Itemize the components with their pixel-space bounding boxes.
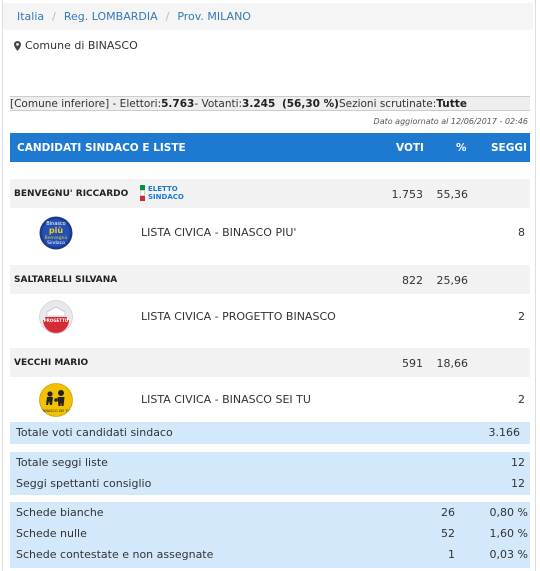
svg-text:Binasco: Binasco: [46, 221, 65, 227]
schede-perc: 0,03 %: [489, 548, 528, 561]
list-row: BINASCO SEI TU LISTA CIVICA - BINASCO SE…: [10, 375, 530, 425]
totale-voti-row: Totale voti candidati sindaco 3.166: [10, 422, 530, 443]
svg-text:Benvegnù: Benvegnù: [45, 234, 68, 241]
candidate-perc: 25,96: [436, 274, 469, 287]
schede-value: 52: [441, 527, 455, 540]
schede-label: Schede bianche: [16, 506, 104, 519]
list-name: LISTA CIVICA - BINASCO PIU': [141, 226, 297, 239]
sezioni-value: Tutte: [436, 97, 467, 110]
schede-box: Schede bianche 26 0,80 % Schede nulle 52…: [10, 502, 530, 568]
header-seggi: SEGGI: [491, 142, 527, 154]
votanti-value: 3.245: [242, 97, 276, 110]
schede-row: Schede contestate e non assegnate 1 0,03…: [10, 544, 530, 565]
elettori-value: 5.763: [161, 97, 195, 110]
progetto-binasco-logo-icon: PROGETTO: [39, 300, 73, 334]
schede-perc: 1,60 %: [489, 527, 528, 540]
sindaco-label: SINDACO: [148, 193, 184, 201]
header-perc: %: [456, 142, 467, 154]
map-marker-icon: [14, 40, 21, 51]
list-seggi: 8: [518, 226, 525, 239]
schede-row: Schede bianche 26 0,80 %: [10, 502, 530, 523]
seggi-box: Totale seggi liste 12 Seggi spettanti co…: [10, 452, 530, 495]
breadcrumb-separator: /: [52, 10, 56, 23]
schede-label: Schede nulle: [16, 527, 87, 540]
header-voti: VOTI: [396, 142, 424, 154]
svg-text:PROGETTO: PROGETTO: [44, 318, 69, 323]
totale-voti-label: Totale voti candidati sindaco: [16, 426, 173, 439]
votanti-percent: (56,30 %): [281, 97, 339, 110]
binasco-piu-logo-icon: Binasco più Benvegnù Sindaco: [39, 216, 73, 250]
svg-text:Sindaco: Sindaco: [47, 240, 65, 246]
table-header: CANDIDATI SINDACO E LISTE VOTI % SEGGI: [10, 133, 530, 162]
totale-voti-box: Totale voti candidati sindaco 3.166: [10, 422, 530, 444]
candidate-row: BENVEGNU' RICCARDO ELETTO SINDACO 1.753 …: [10, 179, 530, 208]
list-name: LISTA CIVICA - BINASCO SEI TU: [141, 393, 311, 406]
candidate-voti: 1.753: [391, 188, 424, 201]
schede-value: 1: [448, 548, 455, 561]
seggi-value: 12: [511, 477, 525, 490]
seggi-row: Totale seggi liste 12: [10, 452, 530, 473]
seggi-label: Seggi spettanti consiglio: [16, 477, 152, 490]
candidate-perc: 55,36: [436, 188, 469, 201]
breadcrumb-regione[interactable]: Reg. LOMBARDIA: [63, 10, 158, 23]
summary-bar: [Comune inferiore] - Elettori: 5.763 - V…: [10, 96, 530, 111]
eletto-label: ELETTO: [148, 185, 178, 193]
candidate-voti: 822: [402, 274, 423, 287]
seggi-value: 12: [511, 456, 525, 469]
candidate-voti: 591: [402, 357, 423, 370]
breadcrumb: Italia / Reg. LOMBARDIA / Prov. MILANO: [3, 3, 533, 30]
breadcrumb-provincia[interactable]: Prov. MILANO: [177, 10, 251, 23]
comune-title: Comune di BINASCO: [14, 39, 138, 52]
schede-row: Schede nulle 52 1,60 %: [10, 523, 530, 544]
seggi-row: Seggi spettanti consiglio 12: [10, 473, 530, 494]
schede-perc: 0,80 %: [489, 506, 528, 519]
schede-label: Schede contestate e non assegnate: [16, 548, 214, 561]
seggi-label: Totale seggi liste: [16, 456, 108, 469]
list-name: LISTA CIVICA - PROGETTO BINASCO: [141, 310, 336, 323]
votanti-label: - Votanti:: [194, 97, 243, 110]
italian-flag-icon: [140, 185, 145, 202]
totale-voti-value: 3.166: [488, 426, 521, 439]
eletto-sindaco-badge: ELETTO SINDACO: [140, 185, 184, 202]
schede-value: 26: [441, 506, 455, 519]
svg-text:più: più: [49, 226, 63, 235]
list-row: Binasco più Benvegnù Sindaco LISTA CIVIC…: [10, 208, 530, 258]
candidate-row: VECCHI MARIO 591 18,66: [10, 348, 530, 377]
candidate-name: VECCHI MARIO: [14, 358, 89, 368]
binasco-sei-tu-logo-icon: BINASCO SEI TU: [39, 383, 73, 417]
sezioni-label: Sezioni scrutinate:: [338, 97, 437, 110]
candidate-perc: 18,66: [436, 357, 469, 370]
candidate-name: BENVEGNU' RICCARDO: [14, 189, 129, 199]
update-timestamp: Dato aggiornato al 12/06/2017 - 02:46: [373, 117, 528, 126]
list-row: PROGETTO LISTA CIVICA - PROGETTO BINASCO…: [10, 292, 530, 342]
summary-prefix: [Comune inferiore] - Elettori:: [10, 97, 162, 110]
list-seggi: 2: [518, 393, 525, 406]
header-candidati: CANDIDATI SINDACO E LISTE: [17, 142, 186, 154]
list-seggi: 2: [518, 310, 525, 323]
candidate-name: SALTARELLI SILVANA: [14, 275, 118, 285]
comune-name: Comune di BINASCO: [25, 39, 138, 52]
breadcrumb-italia[interactable]: Italia: [17, 10, 45, 23]
svg-text:BINASCO SEI TU: BINASCO SEI TU: [42, 409, 71, 413]
candidate-row: SALTARELLI SILVANA 822 25,96: [10, 265, 530, 294]
breadcrumb-separator: /: [165, 10, 170, 23]
